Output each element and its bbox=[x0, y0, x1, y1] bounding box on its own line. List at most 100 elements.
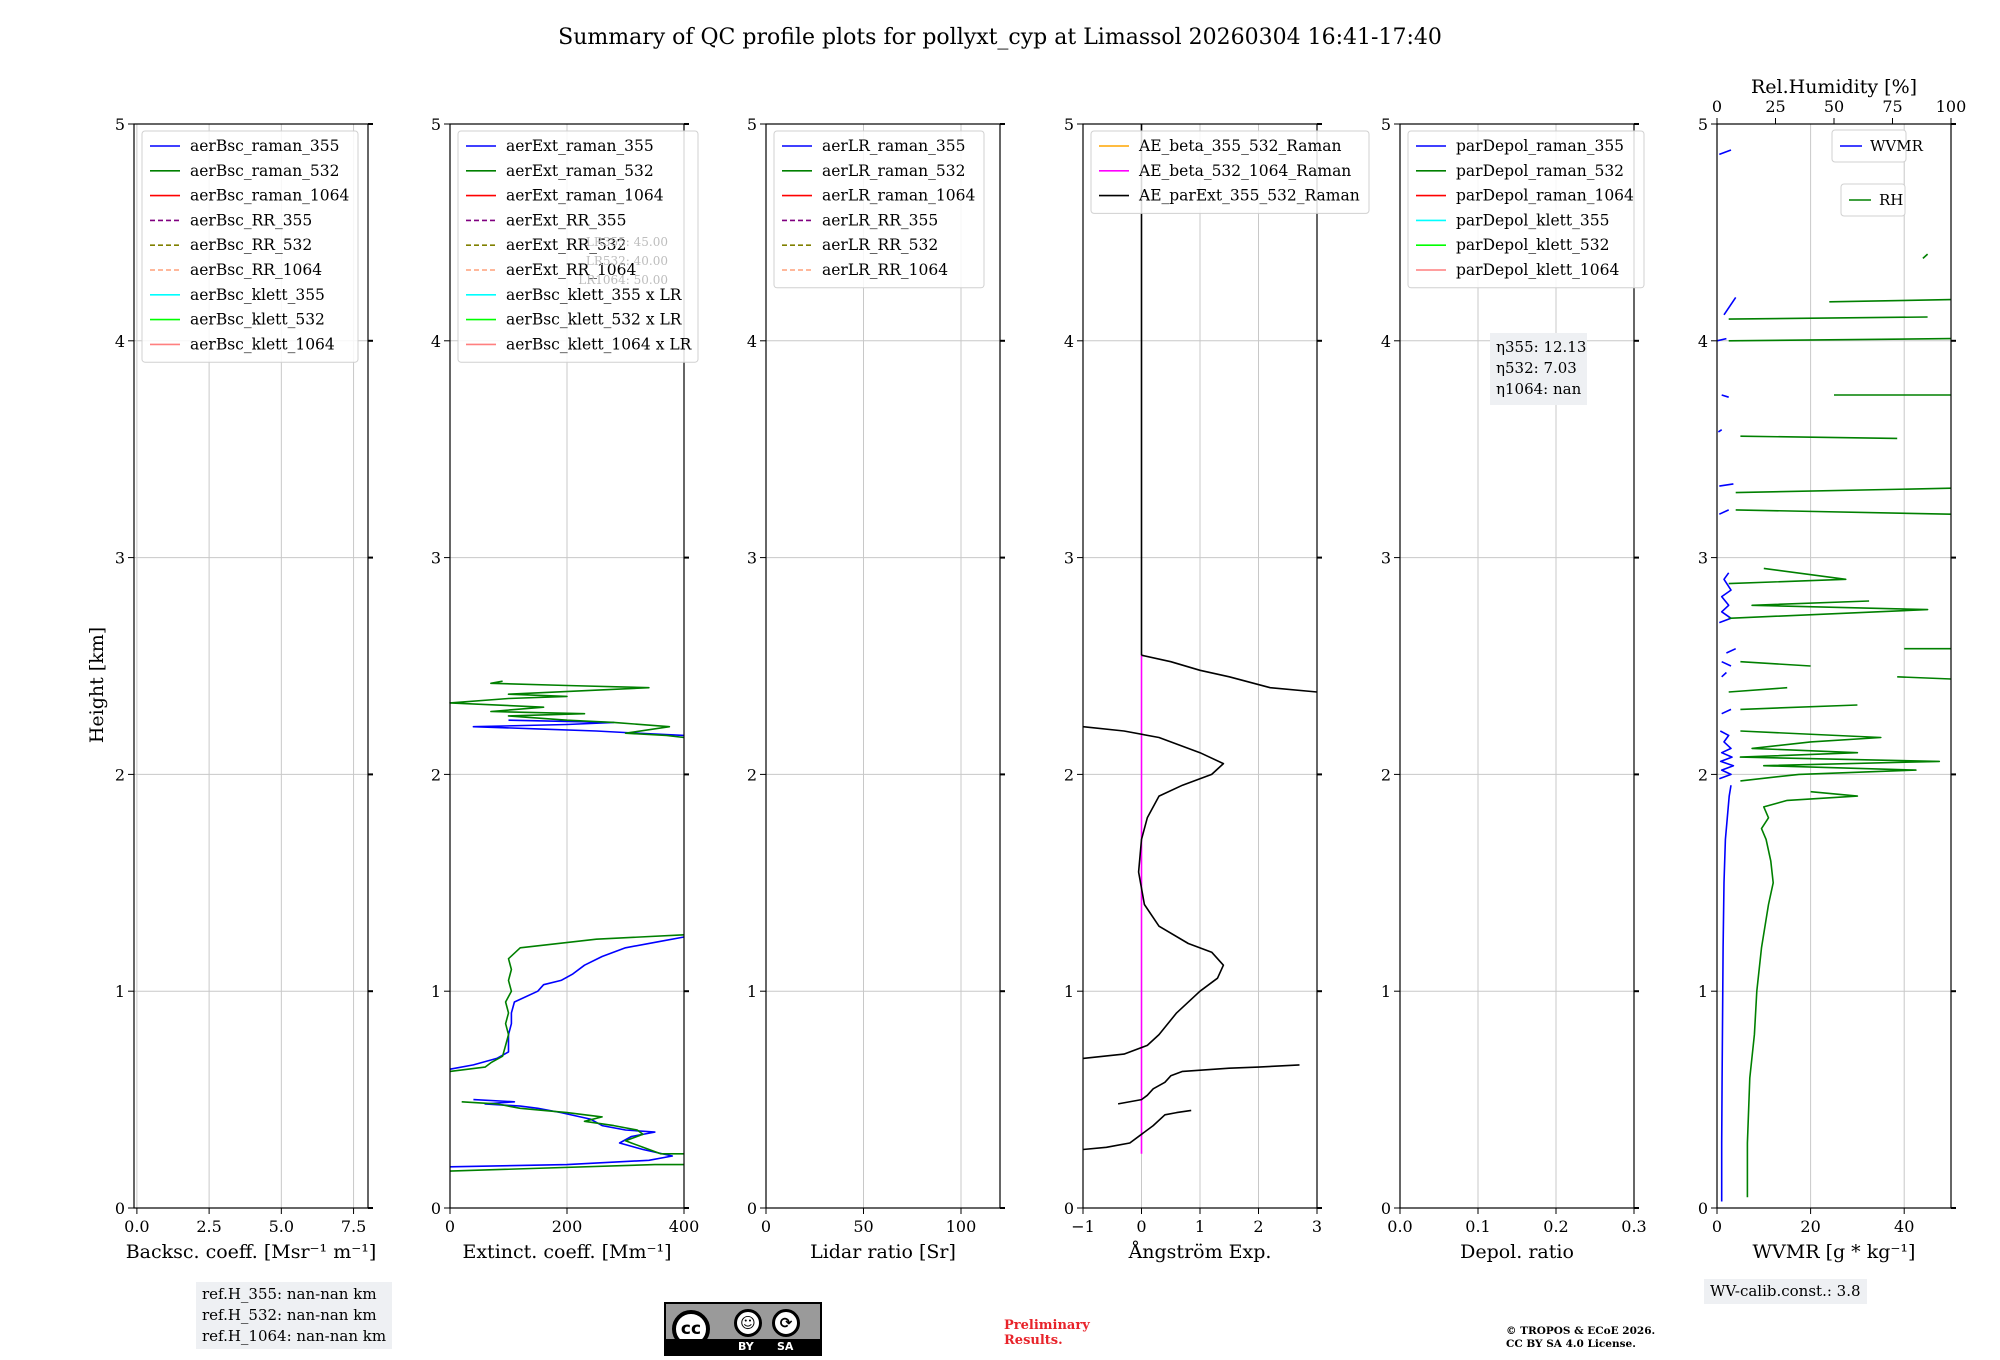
series-RH bbox=[1897, 676, 1952, 680]
top-x-tick-label: 50 bbox=[1824, 97, 1844, 116]
legend-label: aerExt_raman_355 bbox=[506, 137, 654, 155]
y-tick-label: 2 bbox=[431, 765, 441, 784]
legend-label: AE_beta_532_1064_Raman bbox=[1138, 162, 1351, 180]
x-tick-label: 40 bbox=[1894, 1217, 1914, 1236]
x-tick-label: 0.0 bbox=[1387, 1217, 1412, 1236]
legend-label: aerBsc_RR_532 bbox=[190, 236, 312, 254]
series-WVMR bbox=[1721, 394, 1729, 398]
x-tick-label: 0.0 bbox=[124, 1217, 149, 1236]
legend-label: parDepol_klett_1064 bbox=[1456, 261, 1619, 279]
x-axis-label: Extinct. coeff. [Mm⁻¹] bbox=[462, 1241, 671, 1263]
wv-calibration-constant: WV-calib.const.: 3.8 bbox=[1710, 1282, 1861, 1300]
y-tick-label: 2 bbox=[1381, 765, 1391, 784]
top-x-tick-label: 25 bbox=[1765, 97, 1785, 116]
panels: 0 1 2 3 4 5 0.0 2.5 5.0 7.5 Backsc. coeff. [Msr⁻¹ … bbox=[115, 76, 1966, 1263]
legend-box bbox=[141, 130, 359, 363]
y-tick-label: 5 bbox=[1381, 115, 1391, 134]
legend-label: aerBsc_klett_1064 bbox=[190, 335, 335, 353]
series-WVMR bbox=[1719, 730, 1735, 780]
series-WVMR bbox=[1718, 509, 1730, 515]
legend-label: aerLR_raman_1064 bbox=[822, 187, 975, 205]
top-x-tick-label: 100 bbox=[1936, 97, 1967, 116]
x-axis-label: WVMR [g * kg⁻¹] bbox=[1753, 1241, 1916, 1263]
lidar-ratio-annotation: LR532: 40.00 bbox=[586, 254, 668, 268]
y-tick-label: 3 bbox=[1064, 549, 1074, 568]
legend-label: aerBsc_RR_1064 bbox=[190, 261, 322, 279]
series-WVMR bbox=[1721, 708, 1732, 715]
legend-label: aerBsc_klett_532 x LR bbox=[506, 311, 683, 329]
y-tick-label: 3 bbox=[115, 549, 125, 568]
series-aerExt_raman_532 bbox=[461, 1101, 684, 1155]
y-tick-label: 2 bbox=[1698, 765, 1708, 784]
series-RH bbox=[1739, 730, 1941, 782]
series-RH bbox=[1728, 316, 1928, 320]
legend-box bbox=[773, 130, 985, 289]
legend-box bbox=[1831, 129, 1907, 163]
legend-label: AE_beta_355_532_Raman bbox=[1138, 137, 1341, 155]
series-AE_parExt_355_532_Raman bbox=[1117, 1064, 1300, 1105]
series-aerExt_raman_532 bbox=[449, 1163, 684, 1172]
legend-label: aerLR_RR_532 bbox=[822, 236, 938, 254]
preliminary-line-2: Results. bbox=[1004, 1333, 1063, 1348]
series-WVMR bbox=[1716, 337, 1727, 342]
legend-box bbox=[1090, 130, 1370, 214]
series-RH bbox=[1740, 660, 1811, 667]
y-tick-label: 0 bbox=[431, 1199, 441, 1218]
legend: AE_beta_355_532_Raman AE_beta_532_1064_Ra… bbox=[1090, 130, 1370, 214]
legend-label: aerBsc_klett_355 x LR bbox=[506, 286, 683, 304]
legend-label: aerBsc_raman_1064 bbox=[190, 187, 350, 205]
series-RH bbox=[1735, 509, 1952, 515]
share-alike-icon: ⟳ bbox=[772, 1309, 800, 1337]
cc-license-badge: cc ☺ ⟳ BY SA bbox=[664, 1302, 822, 1356]
x-tick-label: 0.3 bbox=[1621, 1217, 1646, 1236]
ref-h-532: ref.H_532: nan-nan km bbox=[202, 1306, 377, 1324]
legend-label: aerBsc_klett_532 bbox=[190, 311, 325, 329]
legend: aerBsc_raman_355 aerBsc_raman_532 aerBsc_r… bbox=[141, 130, 359, 363]
series-RH bbox=[1735, 487, 1952, 494]
legend-label: aerExt_RR_355 bbox=[506, 211, 627, 229]
panel-depol: 0 1 2 3 4 5 0.0 0.1 0.2 0.3 Depol. ratio parDepol_r… bbox=[1381, 115, 1647, 1263]
x-tick-label: 400 bbox=[669, 1217, 700, 1236]
y-tick-label: 1 bbox=[1064, 982, 1074, 1001]
y-tick-label: 2 bbox=[747, 765, 757, 784]
legend-label: aerBsc_raman_532 bbox=[190, 162, 340, 180]
x-tick-label: 2 bbox=[1253, 1217, 1263, 1236]
series-RH bbox=[1728, 567, 1847, 585]
series-RH bbox=[1740, 435, 1898, 440]
y-tick-label: 5 bbox=[747, 115, 757, 134]
eta-annotation: η532: 7.03 bbox=[1496, 359, 1577, 377]
x-axis-label: Depol. ratio bbox=[1460, 1241, 1574, 1263]
series-RH bbox=[1728, 600, 1929, 620]
x-axis-label: Backsc. coeff. [Msr⁻¹ m⁻¹] bbox=[126, 1241, 377, 1263]
legend-label: AE_parExt_355_532_Raman bbox=[1138, 187, 1360, 205]
y-tick-label: 0 bbox=[1381, 1199, 1391, 1218]
series-WVMR bbox=[1719, 572, 1732, 624]
cc-by-label: BY bbox=[738, 1340, 754, 1353]
x-tick-label: 5.0 bbox=[269, 1217, 294, 1236]
series-WVMR bbox=[1719, 483, 1734, 487]
x-tick-label: 20 bbox=[1800, 1217, 1820, 1236]
x-tick-label: 2.5 bbox=[196, 1217, 221, 1236]
series-WVMR bbox=[1721, 660, 1732, 667]
y-tick-label: 4 bbox=[431, 332, 441, 351]
copyright-line-1: © TROPOS & ECoE 2026. bbox=[1506, 1325, 1656, 1337]
series-RH bbox=[1746, 790, 1859, 1198]
series-AE_parExt_355_532_Raman bbox=[1082, 1109, 1192, 1151]
x-axis-label: Lidar ratio [Sr] bbox=[810, 1241, 956, 1263]
series-WVMR bbox=[1723, 296, 1737, 316]
legend-label: WVMR bbox=[1870, 137, 1924, 155]
legend: aerExt_raman_355 aerExt_raman_532 aerExt_r… bbox=[457, 130, 699, 363]
x-tick-label: 200 bbox=[552, 1217, 583, 1236]
y-tick-label: 2 bbox=[115, 765, 125, 784]
legend-box bbox=[1840, 183, 1906, 217]
x-tick-label: 7.5 bbox=[341, 1217, 366, 1236]
lidar-ratio-annotation: LR355: 45.00 bbox=[586, 235, 668, 249]
ref-h-355: ref.H_355: nan-nan km bbox=[202, 1285, 377, 1303]
series-aerExt_raman_355 bbox=[472, 719, 685, 737]
x-tick-label: 50 bbox=[853, 1217, 873, 1236]
x-tick-label: 100 bbox=[946, 1217, 977, 1236]
x-tick-label: −1 bbox=[1071, 1217, 1095, 1236]
